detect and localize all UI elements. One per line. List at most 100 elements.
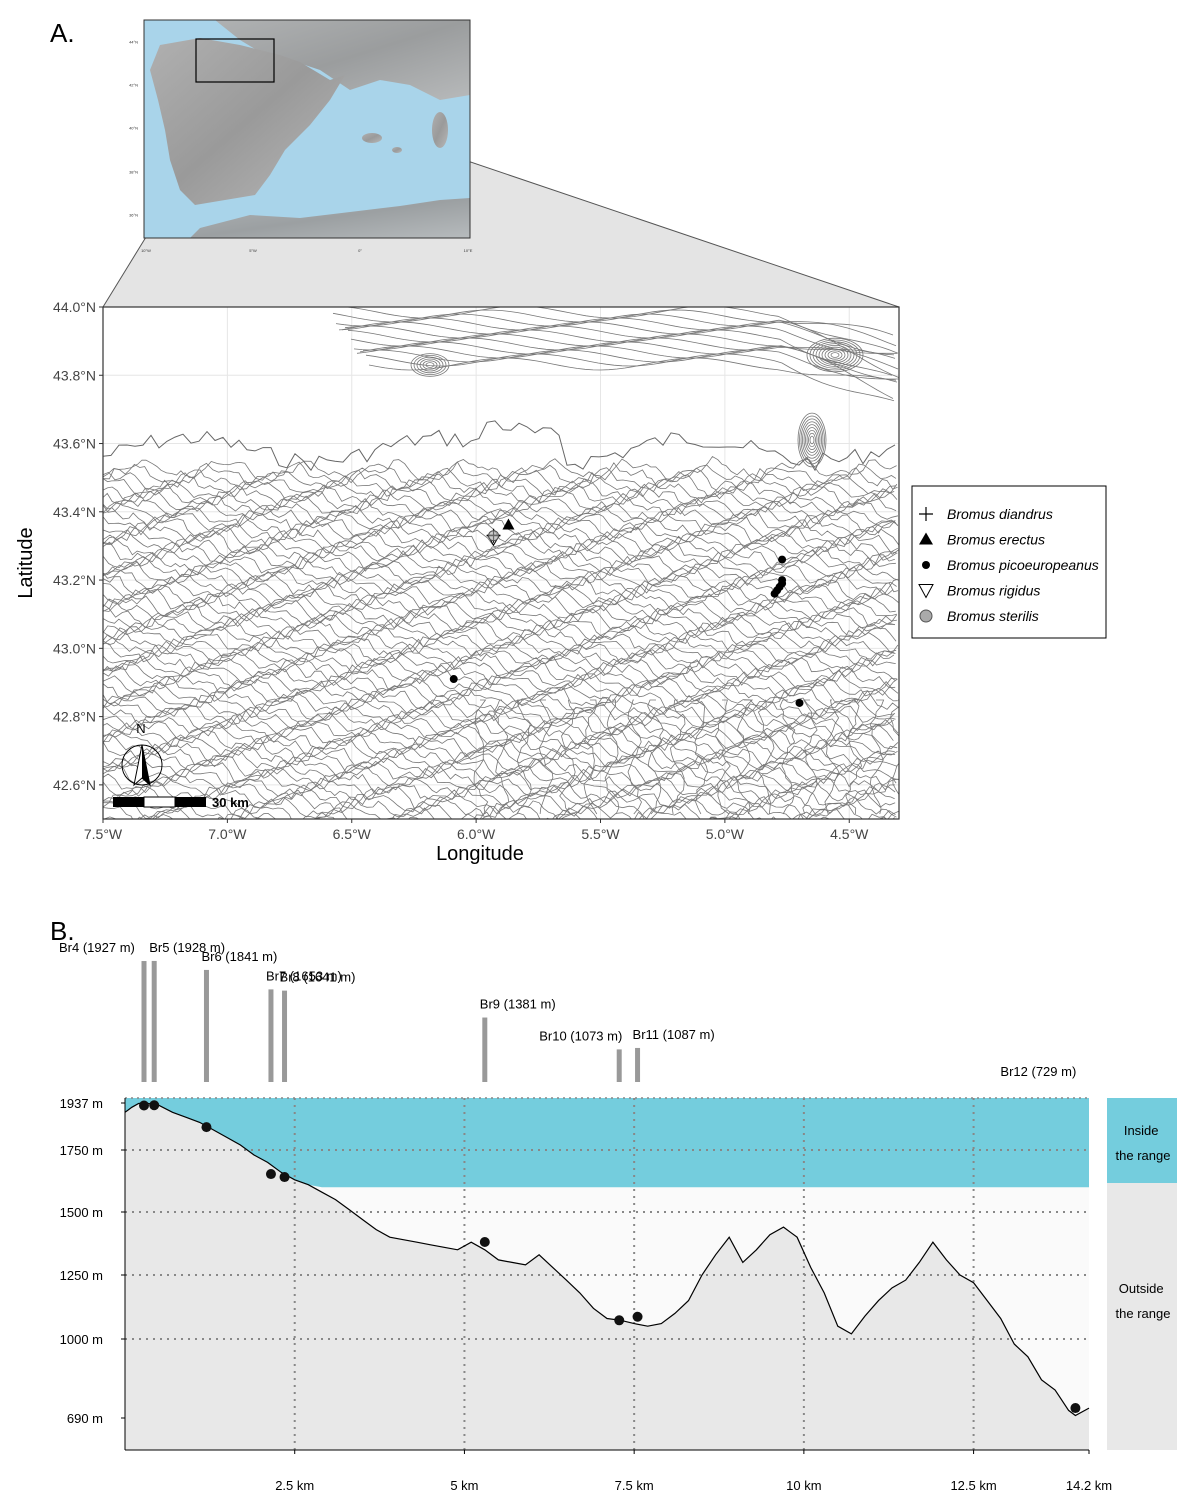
legend-dot-icon — [922, 561, 930, 569]
terrain-contour — [103, 804, 899, 819]
elevation-bar — [616, 1049, 622, 1082]
terrain-contour — [103, 622, 897, 650]
site-label: Br12 (729 m) — [1000, 1064, 1076, 1079]
site-point — [1070, 1403, 1081, 1414]
legend: Bromus diandrus Bromus erectus Bromus pico… — [911, 485, 1107, 639]
terrain-contour — [103, 775, 897, 800]
terrain-contour — [103, 763, 895, 791]
site-point — [632, 1311, 643, 1322]
site-point — [149, 1100, 160, 1111]
seamount-contour — [821, 346, 849, 364]
site-label: Br8 (1641 m) — [280, 970, 356, 985]
terrain-contour — [103, 680, 899, 707]
terrain-contour — [103, 722, 894, 749]
map-y-tick-label: 43.8°N — [53, 367, 96, 383]
elevation-bar — [151, 960, 157, 1082]
legend-grey-circle-icon — [919, 609, 933, 623]
terrain-contour — [103, 706, 895, 733]
terrain-contour — [103, 576, 898, 603]
seamount-contour — [799, 415, 825, 465]
offshore-contour — [365, 353, 895, 402]
map-y-tick-label: 43.2°N — [53, 572, 96, 588]
site-point — [614, 1315, 625, 1326]
terrain-contour — [103, 780, 896, 806]
map-x-tick-label: 5.5°W — [581, 826, 620, 842]
terrain-contour — [103, 581, 897, 607]
map-x-tick-label: 4.5°W — [830, 826, 869, 842]
ridge-contour — [493, 699, 510, 815]
terrain-contour — [103, 544, 898, 572]
point-bromus-picoeuropeanus — [449, 675, 458, 684]
offshore-contour — [359, 345, 897, 381]
panel-a-label: A. — [50, 18, 75, 48]
terrain-contour — [103, 767, 899, 797]
seamount-contour — [800, 418, 824, 462]
elevation-bar — [203, 969, 209, 1082]
legend-box — [911, 485, 1107, 639]
ridge-contour — [757, 699, 775, 815]
panel-b-label: B. — [50, 916, 75, 946]
seamount-contour — [830, 352, 840, 358]
seamount-contour — [824, 348, 846, 362]
scale-label: 30 km — [212, 795, 249, 810]
elevation-profile-line — [124, 1102, 1090, 1417]
terrain-contour — [103, 612, 897, 640]
map-y-tick-label: 43.0°N — [53, 640, 96, 656]
seamount-contour — [806, 337, 864, 373]
terrain-contour — [103, 659, 896, 686]
profile-y-tick-label: 1937 m — [60, 1096, 103, 1111]
site-label: Br10 (1073 m) — [539, 1028, 622, 1043]
map-x-axis-title: Longitude — [436, 843, 524, 865]
site-point — [279, 1172, 290, 1183]
seamount-contour — [425, 362, 435, 368]
seamount-contour — [803, 424, 821, 456]
legend-triangle-down-icon — [918, 584, 934, 599]
ridge-contour — [845, 699, 862, 815]
terrain-contour — [103, 649, 895, 677]
terrain-contour — [103, 492, 897, 519]
terrain-contour — [103, 696, 894, 722]
offshore-contour — [350, 333, 896, 359]
profile-x-tick-label: 5 km — [450, 1478, 478, 1492]
terrain-contour — [103, 478, 898, 505]
elevation-bar — [282, 990, 288, 1082]
map-x-tick-label: 6.0°W — [457, 826, 496, 842]
profile-x-tick-label: 7.5 km — [615, 1478, 654, 1492]
site-label: Br4 (1927 m) — [59, 940, 135, 955]
seamount-contour — [802, 421, 822, 459]
terrain-contour — [103, 796, 897, 819]
elevation-bar — [268, 989, 274, 1082]
ridge-contour — [538, 699, 554, 815]
ridge-contour — [779, 699, 796, 815]
terrain-contour — [103, 784, 895, 810]
profile-y-tick-label: 1750 m — [60, 1143, 103, 1158]
contour-map: 7.5°W 7.0°W 6.5°W 6.0°W 5.5°W 5.0°W 4.5°W 44.0… — [15, 299, 900, 865]
terrain-contour — [103, 561, 899, 587]
ridge-contour — [824, 699, 840, 815]
seamount-contour — [809, 435, 815, 445]
terrain-contour — [103, 627, 895, 655]
north-arrow: N — [121, 721, 163, 787]
profile-x-tick-label: 10 km — [786, 1478, 821, 1492]
site-point — [479, 1236, 490, 1247]
terrain-contour — [103, 702, 896, 727]
ridge-contour — [694, 699, 709, 815]
ridge-contour — [715, 699, 731, 815]
terrain-contour — [103, 664, 896, 692]
terrain-contour — [103, 655, 896, 681]
terrain-contour — [103, 471, 895, 499]
ridge-contour — [627, 699, 642, 815]
legend-triangle-icon — [919, 532, 933, 545]
legend-item: Bromus sterilis — [919, 608, 1039, 624]
map-y-tick-label: 43.4°N — [53, 504, 96, 520]
elevation-bar — [482, 1017, 488, 1082]
legend-item: Bromus rigidus — [918, 583, 1040, 599]
terrain-contour — [103, 643, 896, 671]
site-label: Br7 (1653 m) — [266, 968, 342, 983]
map-y-tick-label: 44.0°N — [53, 299, 96, 315]
scale-bar: 30 km — [113, 795, 249, 810]
point-bromus-sterilis — [488, 530, 500, 542]
terrain-contour — [103, 503, 896, 531]
outside-range-label: Outside the range — [1116, 1281, 1171, 1321]
inset-lon-label: 0° — [358, 248, 362, 253]
